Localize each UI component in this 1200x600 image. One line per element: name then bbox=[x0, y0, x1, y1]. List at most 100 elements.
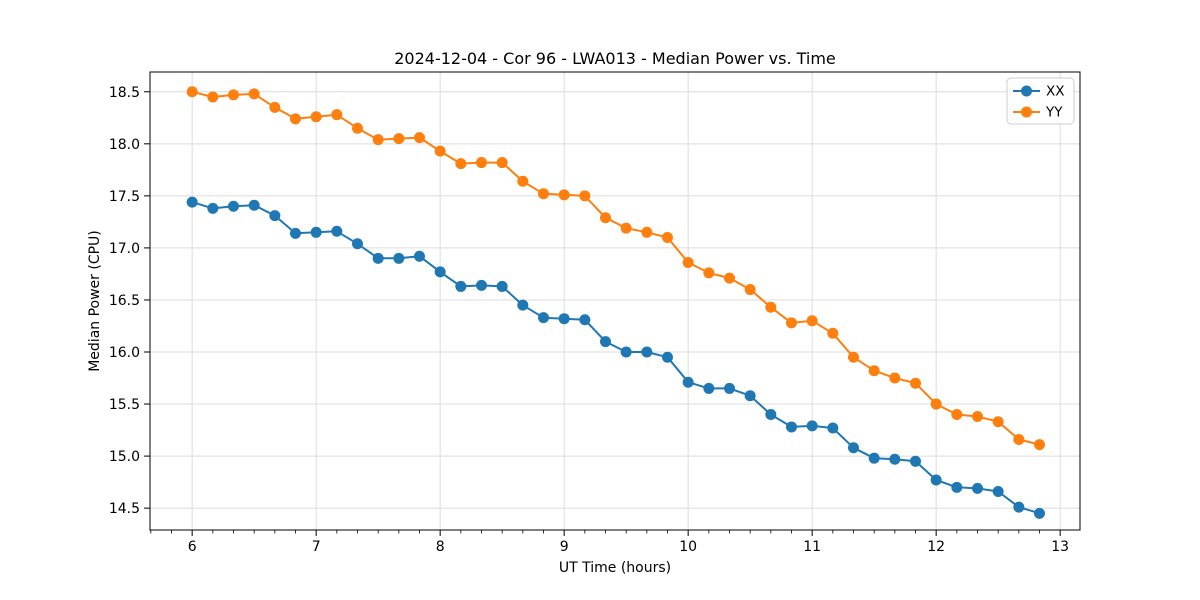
data-point-YY bbox=[331, 109, 343, 121]
data-point-XX bbox=[889, 453, 901, 465]
data-point-YY bbox=[723, 272, 735, 284]
data-point-YY bbox=[1013, 433, 1025, 445]
data-point-YY bbox=[868, 365, 880, 377]
data-point-YY bbox=[744, 284, 756, 296]
data-point-XX bbox=[475, 279, 487, 291]
data-point-XX bbox=[620, 346, 632, 358]
data-point-YY bbox=[496, 157, 508, 169]
grid-lines bbox=[150, 72, 1080, 530]
data-point-YY bbox=[227, 89, 239, 101]
data-point-YY bbox=[537, 188, 549, 200]
data-point-YY bbox=[599, 212, 611, 224]
y-tick-label: 17.5 bbox=[109, 189, 140, 205]
data-point-YY bbox=[847, 351, 859, 363]
chart-title: 2024-12-04 - Cor 96 - LWA013 - Median Po… bbox=[394, 49, 836, 68]
data-point-YY bbox=[620, 222, 632, 234]
data-point-XX bbox=[331, 225, 343, 237]
data-point-YY bbox=[827, 327, 839, 339]
data-point-XX bbox=[372, 252, 384, 264]
y-tick-label: 15.0 bbox=[109, 449, 140, 465]
data-point-YY bbox=[310, 111, 322, 123]
data-point-YY bbox=[661, 232, 673, 244]
x-tick-label: 9 bbox=[560, 539, 569, 555]
x-tick-label: 7 bbox=[312, 539, 321, 555]
x-tick-label: 8 bbox=[436, 539, 445, 555]
series-line-YY bbox=[191, 90, 1040, 446]
data-point-XX bbox=[951, 481, 963, 493]
data-point-YY bbox=[289, 113, 301, 125]
x-axis: 6 7 8 9 10 11 12 13 bbox=[150, 530, 1069, 555]
data-point-YY bbox=[806, 315, 818, 327]
data-point-YY bbox=[909, 377, 921, 389]
data-point-XX bbox=[1013, 501, 1025, 513]
data-point-YY bbox=[889, 372, 901, 384]
legend-marker-YY bbox=[1021, 106, 1032, 118]
data-point-XX bbox=[868, 452, 880, 464]
x-tick-label: 13 bbox=[1051, 539, 1069, 555]
data-point-YY bbox=[971, 411, 983, 423]
data-point-XX bbox=[971, 482, 983, 494]
data-point-XX bbox=[1033, 507, 1045, 519]
data-point-XX bbox=[682, 376, 694, 388]
data-point-XX bbox=[599, 336, 611, 348]
data-point-YY bbox=[682, 256, 694, 268]
series-line-XX bbox=[191, 201, 1040, 515]
data-point-YY bbox=[785, 317, 797, 329]
y-tick-label: 18.0 bbox=[109, 137, 140, 153]
data-point-XX bbox=[207, 202, 219, 214]
data-point-YY bbox=[641, 226, 653, 238]
data-point-YY bbox=[558, 189, 570, 201]
data-point-YY bbox=[951, 408, 963, 420]
x-tick-label: 10 bbox=[679, 539, 697, 555]
data-point-XX bbox=[992, 485, 1004, 497]
data-point-XX bbox=[723, 382, 735, 394]
legend: XX YY bbox=[1006, 77, 1075, 125]
data-point-XX bbox=[289, 227, 301, 239]
data-point-XX bbox=[517, 299, 529, 311]
x-axis-label: UT Time (hours) bbox=[558, 560, 672, 576]
data-point-YY bbox=[434, 145, 446, 157]
data-point-XX bbox=[227, 200, 239, 212]
data-point-YY bbox=[992, 416, 1004, 428]
x-tick-label: 6 bbox=[188, 539, 197, 555]
y-axis: 14.5 15.0 15.5 16.0 16.5 17.0 17.5 18.0 18.5 bbox=[109, 85, 150, 517]
data-point-XX bbox=[310, 226, 322, 238]
data-point-XX bbox=[579, 314, 591, 326]
data-point-YY bbox=[351, 122, 363, 134]
data-point-XX bbox=[847, 442, 859, 454]
data-point-XX bbox=[661, 351, 673, 363]
data-point-XX bbox=[703, 382, 715, 394]
legend-label-YY: YY bbox=[1045, 105, 1063, 121]
data-point-XX bbox=[496, 280, 508, 292]
data-point-XX bbox=[806, 420, 818, 432]
data-point-XX bbox=[413, 250, 425, 262]
y-tick-label: 15.5 bbox=[109, 397, 140, 413]
data-point-XX bbox=[558, 313, 570, 325]
data-point-YY bbox=[703, 267, 715, 279]
axes-spines bbox=[149, 71, 1081, 531]
data-point-XX bbox=[765, 408, 777, 420]
data-point-XX bbox=[537, 312, 549, 324]
y-tick-label: 16.5 bbox=[109, 293, 140, 309]
data-point-XX bbox=[744, 390, 756, 402]
data-point-XX bbox=[930, 474, 942, 486]
data-point-YY bbox=[930, 398, 942, 410]
data-point-XX bbox=[434, 266, 446, 278]
data-point-XX bbox=[641, 346, 653, 358]
data-point-YY bbox=[517, 175, 529, 187]
data-point-YY bbox=[1033, 439, 1045, 451]
series-XX bbox=[186, 196, 1045, 519]
data-point-YY bbox=[579, 190, 591, 202]
data-point-YY bbox=[207, 91, 219, 103]
series-YY bbox=[186, 86, 1045, 451]
data-point-XX bbox=[785, 421, 797, 433]
data-point-XX bbox=[269, 210, 281, 222]
data-point-YY bbox=[372, 134, 384, 146]
data-point-YY bbox=[186, 86, 198, 98]
x-tick-label: 12 bbox=[927, 539, 945, 555]
legend-label-XX: XX bbox=[1046, 84, 1065, 100]
y-axis-label-text: Median Power (CPU) bbox=[87, 230, 103, 372]
legend-marker-XX bbox=[1021, 85, 1032, 97]
